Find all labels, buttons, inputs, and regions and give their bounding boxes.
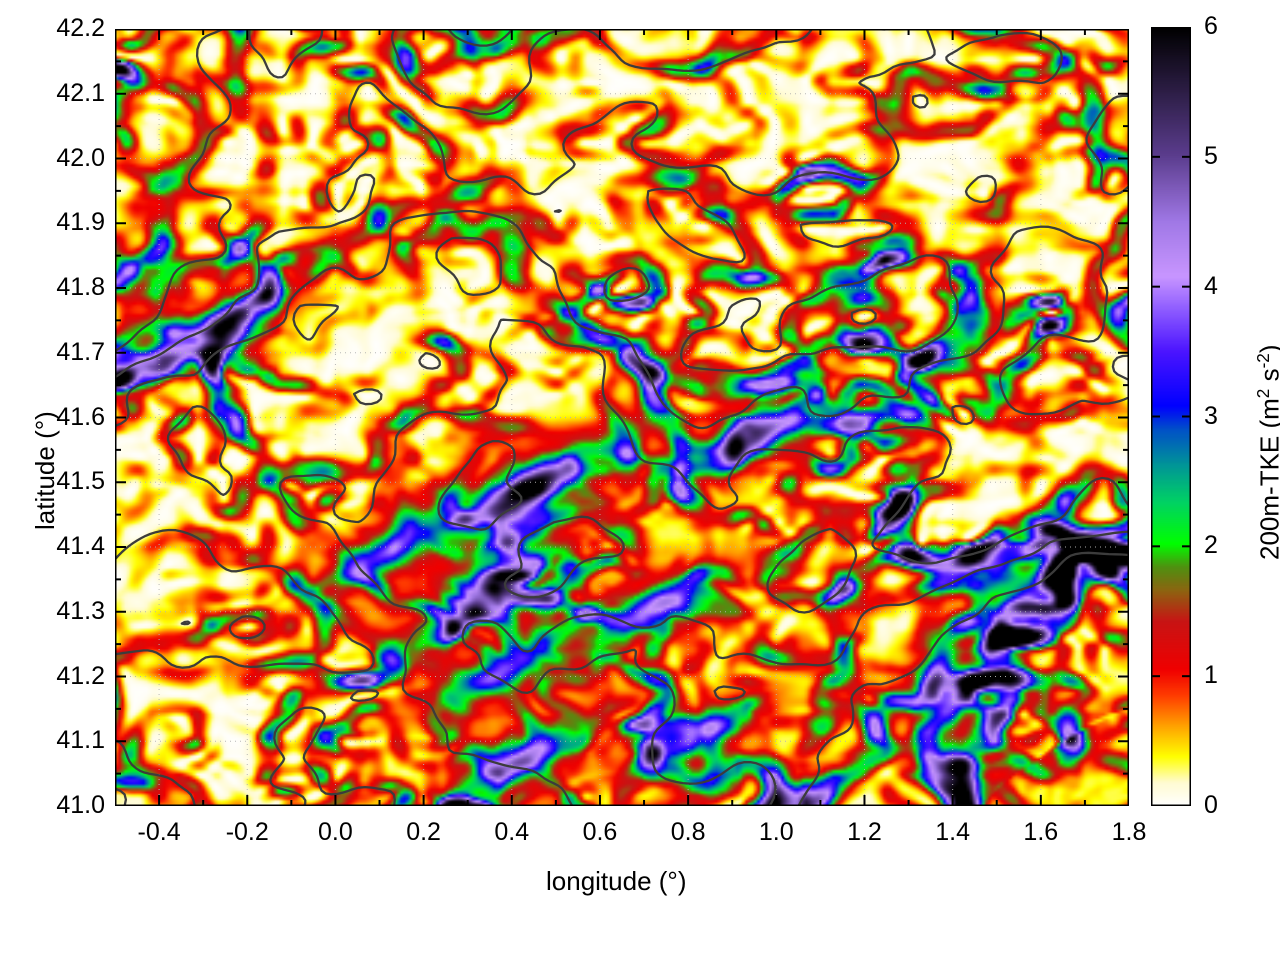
x-tick-label: 1.2 bbox=[847, 818, 882, 846]
x-tick-label: 0.0 bbox=[318, 818, 353, 846]
y-tick-label: 41.2 bbox=[56, 661, 105, 690]
colorbar-tick-label: 0 bbox=[1204, 791, 1218, 819]
y-tick-label: 41.4 bbox=[56, 532, 105, 560]
y-tick-label: 42.2 bbox=[56, 14, 105, 42]
x-axis-title: longitude (°) bbox=[546, 866, 687, 896]
colorbar-title-mid: s bbox=[1255, 368, 1280, 388]
x-tick-label: 1.6 bbox=[1023, 818, 1059, 846]
y-tick-label: 42.0 bbox=[56, 143, 105, 172]
colorbar-title-exp2: -2 bbox=[1253, 353, 1273, 369]
x-tick-label: 1.4 bbox=[935, 818, 971, 846]
x-tick-label: 0.8 bbox=[670, 818, 706, 846]
y-tick-label: 41.0 bbox=[56, 791, 105, 819]
y-tick-label: 42.1 bbox=[56, 78, 105, 107]
y-axis-title: latitude (°) bbox=[30, 411, 60, 530]
x-tick-label: 0.2 bbox=[406, 818, 441, 846]
colorbar-tick-label: 2 bbox=[1204, 531, 1218, 560]
x-tick-label: 1.8 bbox=[1111, 818, 1147, 846]
x-tick-label: -0.2 bbox=[225, 818, 269, 846]
y-tick-label: 41.9 bbox=[56, 208, 105, 237]
colorbar-tick-label: 1 bbox=[1204, 661, 1218, 690]
y-tick-label: 41.1 bbox=[56, 726, 105, 755]
colorbar-tick-label: 3 bbox=[1204, 401, 1218, 430]
colorbar-tick-label: 5 bbox=[1204, 141, 1218, 170]
x-tick-label: -0.4 bbox=[137, 818, 181, 846]
y-tick-label: 41.8 bbox=[56, 273, 105, 301]
x-tick-label: 1.0 bbox=[758, 818, 794, 846]
colorbar-title-main: 200m-TKE (m bbox=[1254, 398, 1280, 560]
y-tick-label: 41.3 bbox=[56, 596, 105, 625]
colorbar-tick-label: 4 bbox=[1204, 271, 1218, 300]
y-tick-label: 41.5 bbox=[56, 467, 105, 496]
y-tick-label: 41.6 bbox=[56, 402, 105, 431]
heatmap-plot bbox=[115, 29, 1129, 806]
y-tick-label: 41.7 bbox=[56, 337, 105, 366]
colorbar-title-exp1: 2 bbox=[1253, 388, 1273, 399]
colorbar-title: 200m-TKE (m2 s-2) bbox=[1253, 344, 1280, 560]
x-tick-label: 0.6 bbox=[582, 818, 618, 846]
colorbar-title-end: ) bbox=[1255, 344, 1280, 353]
colorbar-tick-label: 6 bbox=[1204, 12, 1218, 40]
x-tick-label: 0.4 bbox=[494, 818, 530, 846]
colorbar bbox=[1151, 27, 1191, 806]
